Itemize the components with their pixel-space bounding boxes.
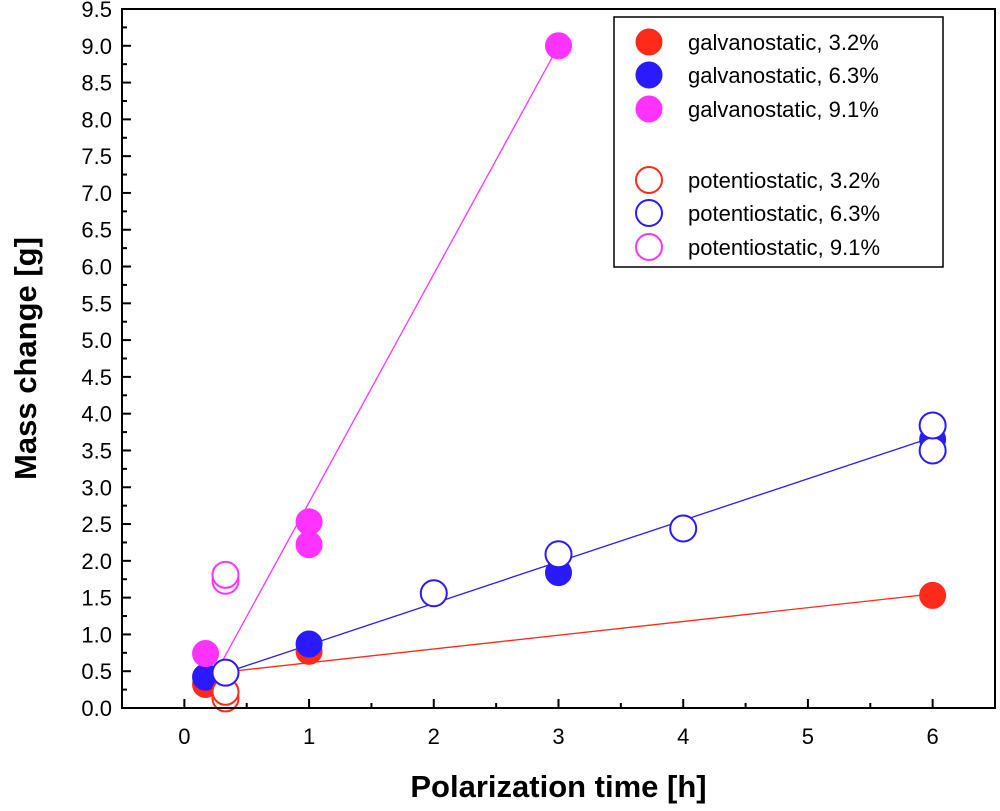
y-tick-label: 2.5 xyxy=(81,512,112,537)
data-point xyxy=(295,531,323,559)
data-point xyxy=(295,630,323,658)
x-axis-ticks: 0 1 2 3 4 5 6 xyxy=(121,699,996,749)
y-tick-label: 9.0 xyxy=(81,34,112,59)
data-point xyxy=(919,581,947,609)
legend-marker xyxy=(635,199,663,227)
fit-line xyxy=(205,593,933,675)
y-tick-label: 7.0 xyxy=(81,181,112,206)
legend-label: potentiostatic, 9.1% xyxy=(688,235,880,260)
y-tick-label: 8.0 xyxy=(81,107,112,132)
legend: galvanostatic, 3.2% galvanostatic, 6.3% ga… xyxy=(613,16,944,268)
y-tick-label: 5.5 xyxy=(81,291,112,316)
y-tick-label: 1.0 xyxy=(81,622,112,647)
y-tick-label: 3.0 xyxy=(81,475,112,500)
data-markers xyxy=(192,32,947,713)
data-point xyxy=(295,508,323,536)
data-point xyxy=(544,540,573,569)
x-tick-label: 1 xyxy=(303,724,315,749)
y-tick-label: 0.0 xyxy=(81,696,112,721)
legend-label: galvanostatic, 3.2% xyxy=(688,30,879,55)
data-point xyxy=(192,640,220,668)
legend-label: potentiostatic, 3.2% xyxy=(688,168,880,193)
legend-marker xyxy=(635,95,663,123)
y-tick-label: 9.5 xyxy=(81,0,112,22)
data-point xyxy=(211,560,240,589)
data-point xyxy=(669,514,698,543)
y-tick-label: 6.0 xyxy=(81,255,112,280)
y-axis-title: Mass change [g] xyxy=(8,237,43,480)
y-tick-label: 4.0 xyxy=(81,402,112,427)
fit-line xyxy=(204,45,560,693)
legend-box xyxy=(613,16,944,268)
y-tick-label: 5.0 xyxy=(81,328,112,353)
data-point xyxy=(545,32,572,60)
data-point xyxy=(419,579,448,608)
y-tick-label: 2.0 xyxy=(81,549,112,574)
legend-label: galvanostatic, 9.1% xyxy=(688,97,879,122)
data-point xyxy=(918,436,947,465)
legend-label: potentiostatic, 6.3% xyxy=(688,201,880,226)
y-tick-label: 6.5 xyxy=(81,218,112,243)
x-tick-label: 6 xyxy=(927,724,939,749)
y-tick-label: 4.5 xyxy=(81,365,112,390)
x-axis-title: Polarization time [h] xyxy=(410,769,706,804)
legend-marker xyxy=(635,233,663,261)
y-axis-ticks: 0.0 0.5 1.0 1.5 2.0 2.5 3.0 3.5 4.0 4.5 5.0 5.5 6.0 6… xyxy=(81,0,131,721)
legend-marker xyxy=(635,166,663,194)
y-tick-label: 8.5 xyxy=(81,71,112,96)
x-tick-label: 0 xyxy=(178,724,190,749)
data-point xyxy=(211,658,240,687)
legend-label: galvanostatic, 6.3% xyxy=(688,63,879,88)
x-tick-label: 5 xyxy=(802,724,814,749)
y-tick-label: 3.5 xyxy=(81,438,112,463)
y-tick-label: 0.5 xyxy=(81,659,112,684)
x-tick-label: 4 xyxy=(677,724,689,749)
x-tick-label: 2 xyxy=(428,724,440,749)
data-point xyxy=(918,411,947,440)
legend-marker xyxy=(635,28,663,56)
y-tick-label: 7.5 xyxy=(81,144,112,169)
legend-marker xyxy=(635,61,663,89)
x-tick-label: 3 xyxy=(552,724,564,749)
y-tick-label: 1.5 xyxy=(81,586,112,611)
